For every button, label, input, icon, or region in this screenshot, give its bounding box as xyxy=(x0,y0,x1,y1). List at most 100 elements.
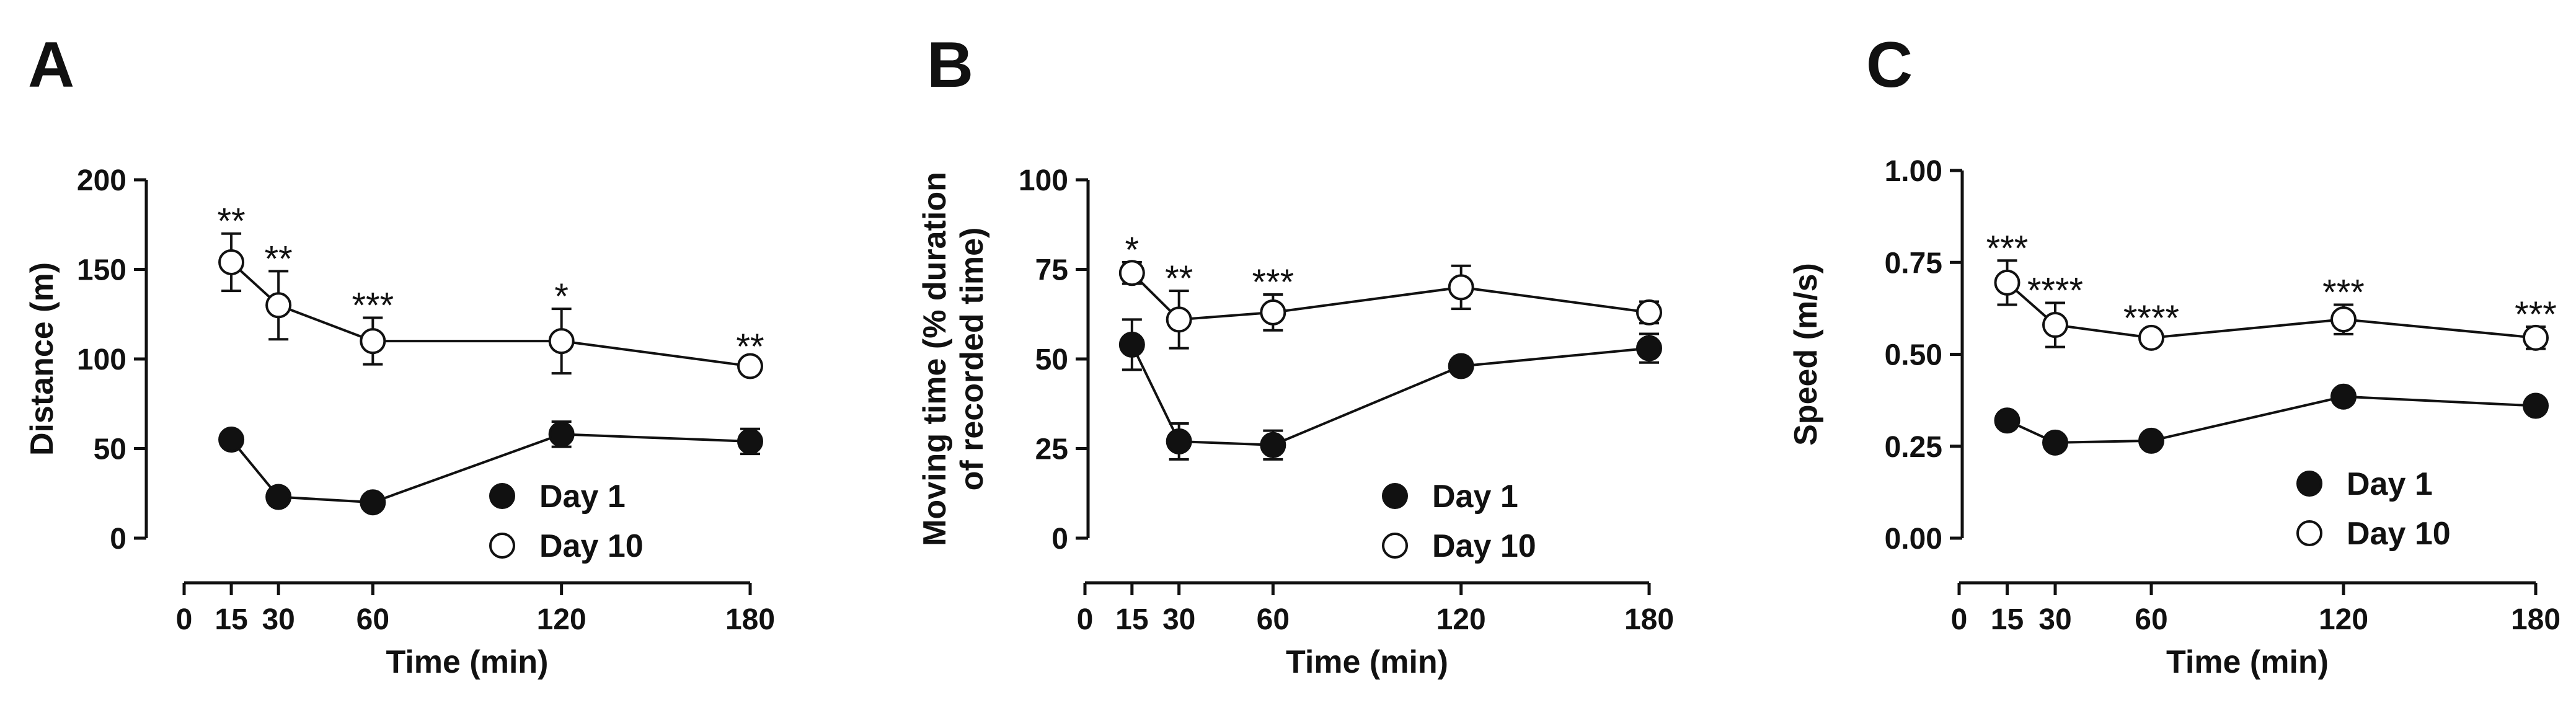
data-point xyxy=(265,484,292,510)
x-axis-title: Time (min) xyxy=(2166,644,2329,680)
data-point xyxy=(1118,331,1145,358)
legend-label: Day 10 xyxy=(539,528,644,564)
series-line xyxy=(230,261,751,368)
data-point xyxy=(1994,407,2021,434)
y-tick-label: 0 xyxy=(110,523,126,556)
data-point xyxy=(548,328,575,355)
legend-label: Day 1 xyxy=(539,479,626,515)
data-point xyxy=(218,427,245,453)
series-day-10 xyxy=(1118,260,1662,350)
data-point xyxy=(2042,429,2068,456)
y-tick-label: 50 xyxy=(1035,343,1068,376)
y-axis-title: Moving time (% duration xyxy=(917,172,953,546)
significance-label: * xyxy=(1125,230,1140,270)
x-tick-label: 0 xyxy=(176,603,193,636)
panel-label: B xyxy=(927,29,973,101)
significance-label: *** xyxy=(2322,272,2365,312)
significance-label: *** xyxy=(1986,228,2029,268)
chart-panel-a: A 0 50 100 150 200 Distance (m) 0 15 30 60 120 180 Ti… xyxy=(24,29,775,680)
legend-label: Day 10 xyxy=(2347,516,2451,552)
y-tick-label: 25 xyxy=(1035,433,1068,466)
y-tick-label: 100 xyxy=(1019,164,1068,197)
x-tick-label: 30 xyxy=(2038,603,2071,636)
data-point xyxy=(548,421,575,448)
chart-panel-b: B 0 25 50 75 100 Moving time (% duration of rec… xyxy=(917,29,1674,680)
x-tick-label: 30 xyxy=(1162,603,1195,636)
data-point xyxy=(1166,428,1192,454)
significance-label: ** xyxy=(736,327,764,367)
x-tick-label: 180 xyxy=(725,603,775,636)
significance-label: *** xyxy=(2515,294,2557,335)
y-axis-title: Distance (m) xyxy=(24,262,60,456)
significance-label: **** xyxy=(2027,270,2083,311)
y-tick-label: 100 xyxy=(77,343,126,376)
y-tick-label: 1.00 xyxy=(1885,155,1942,188)
significance-label: ** xyxy=(218,202,246,242)
data-point xyxy=(1260,432,1286,458)
data-point xyxy=(2138,427,2164,454)
x-tick-label: 0 xyxy=(1077,603,1094,636)
y-axis-title: Speed (m/s) xyxy=(1788,263,1824,446)
series-day-1 xyxy=(218,420,763,516)
significance-label: *** xyxy=(352,286,394,326)
panel-label: A xyxy=(28,29,74,101)
y-tick-label: 50 xyxy=(94,433,126,466)
x-tick-label: 15 xyxy=(215,603,247,636)
significance-label: *** xyxy=(1252,262,1294,303)
x-axis-title: Time (min) xyxy=(1286,644,1448,680)
series-day-1 xyxy=(1994,383,2549,456)
data-point xyxy=(2042,312,2068,339)
data-point xyxy=(1994,269,2021,296)
legend-label: Day 1 xyxy=(2347,466,2433,502)
legend-label: Day 1 xyxy=(1432,479,1518,515)
x-tick-label: 120 xyxy=(537,603,586,636)
data-point xyxy=(737,353,763,379)
x-tick-label: 60 xyxy=(2135,603,2167,636)
data-point xyxy=(1636,299,1662,326)
legend-marker xyxy=(2296,520,2322,546)
legend-label: Day 10 xyxy=(1432,528,1536,564)
series-day-10 xyxy=(218,232,763,379)
x-tick-label: 60 xyxy=(356,603,389,636)
significance-label: ** xyxy=(265,239,293,279)
y-tick-label: 200 xyxy=(77,164,126,197)
legend-marker xyxy=(1382,533,1408,559)
y-tick-label: 75 xyxy=(1035,254,1068,287)
series-day-1 xyxy=(1118,318,1662,461)
data-point xyxy=(1636,335,1662,361)
series-line xyxy=(2006,395,2536,444)
data-point xyxy=(360,489,386,516)
x-tick-label: 0 xyxy=(1951,603,1968,636)
legend-marker xyxy=(2296,471,2322,497)
legend-marker xyxy=(489,533,515,559)
data-point xyxy=(2523,392,2549,419)
panel-label: C xyxy=(1866,29,1913,101)
data-point xyxy=(1118,260,1145,286)
y-tick-label: 0.00 xyxy=(1885,523,1942,556)
y-tick-label: 0.25 xyxy=(1885,431,1942,464)
y-tick-label: 0 xyxy=(1051,523,1068,556)
x-tick-label: 120 xyxy=(1436,603,1486,636)
y-axis-title: of recorded time) xyxy=(954,228,990,491)
data-point xyxy=(1260,299,1286,326)
series-line xyxy=(1131,344,1650,446)
data-point xyxy=(218,249,245,275)
data-point xyxy=(1166,306,1192,333)
y-tick-label: 150 xyxy=(77,254,126,287)
x-tick-label: 60 xyxy=(1257,603,1290,636)
legend-marker xyxy=(489,483,515,509)
significance-label: * xyxy=(554,277,569,317)
significance-label: **** xyxy=(2123,298,2179,339)
x-tick-label: 180 xyxy=(1624,603,1674,636)
x-tick-label: 15 xyxy=(1991,603,2024,636)
chart-panel-c: C 0.00 0.25 0.50 0.75 1.00 Speed (m/s) 0 15 30 60 1… xyxy=(1788,29,2561,680)
series-line xyxy=(2006,281,2536,339)
data-point xyxy=(2138,324,2164,351)
data-point xyxy=(1448,274,1474,301)
x-tick-label: 30 xyxy=(262,603,294,636)
x-tick-label: 120 xyxy=(2319,603,2368,636)
data-point xyxy=(265,292,292,319)
series-day-10 xyxy=(1994,259,2549,351)
x-tick-label: 15 xyxy=(1115,603,1148,636)
legend-marker xyxy=(1382,483,1408,509)
